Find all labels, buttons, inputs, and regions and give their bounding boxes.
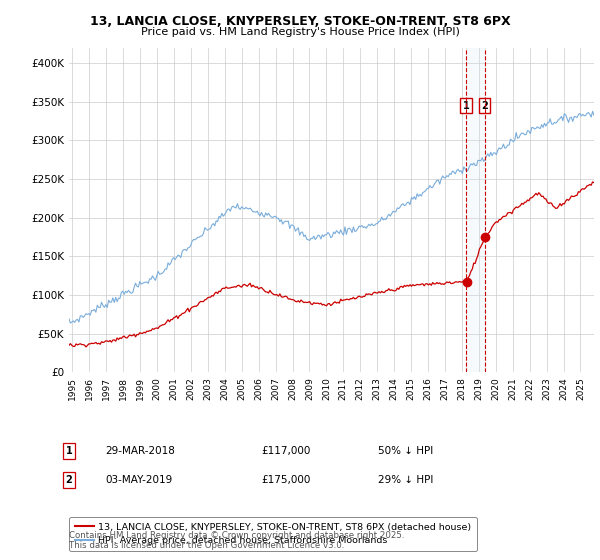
Text: 2: 2 (481, 101, 488, 111)
Text: £117,000: £117,000 (261, 446, 310, 456)
Text: 29-MAR-2018: 29-MAR-2018 (105, 446, 175, 456)
Text: 1: 1 (65, 446, 73, 456)
Text: 13, LANCIA CLOSE, KNYPERSLEY, STOKE-ON-TRENT, ST8 6PX: 13, LANCIA CLOSE, KNYPERSLEY, STOKE-ON-T… (89, 15, 511, 27)
Text: 1: 1 (463, 101, 469, 111)
Text: 2: 2 (65, 475, 73, 485)
Legend: 13, LANCIA CLOSE, KNYPERSLEY, STOKE-ON-TRENT, ST8 6PX (detached house), HPI: Ave: 13, LANCIA CLOSE, KNYPERSLEY, STOKE-ON-T… (69, 517, 477, 551)
Bar (466, 48, 485, 372)
Text: 03-MAY-2019: 03-MAY-2019 (105, 475, 172, 485)
Text: 29% ↓ HPI: 29% ↓ HPI (378, 475, 433, 485)
Text: 50% ↓ HPI: 50% ↓ HPI (378, 446, 433, 456)
Text: Contains HM Land Registry data © Crown copyright and database right 2025.
This d: Contains HM Land Registry data © Crown c… (69, 530, 404, 550)
Text: £175,000: £175,000 (261, 475, 310, 485)
Text: Price paid vs. HM Land Registry's House Price Index (HPI): Price paid vs. HM Land Registry's House … (140, 27, 460, 37)
